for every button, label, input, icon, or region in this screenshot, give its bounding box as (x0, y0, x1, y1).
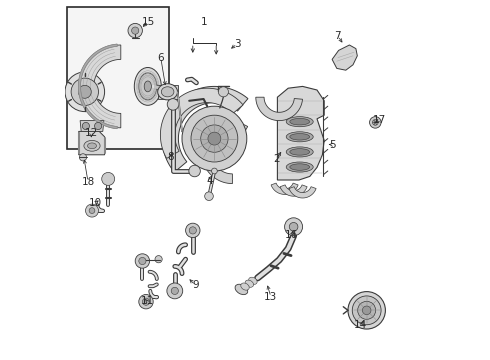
Polygon shape (80, 121, 104, 131)
Circle shape (89, 208, 95, 213)
Text: 12: 12 (85, 128, 98, 138)
Ellipse shape (88, 143, 97, 149)
Circle shape (155, 256, 162, 263)
Circle shape (167, 99, 179, 110)
Polygon shape (78, 44, 117, 129)
Text: 16: 16 (285, 230, 298, 240)
Circle shape (285, 218, 303, 236)
Ellipse shape (286, 132, 313, 142)
Circle shape (352, 296, 381, 325)
Circle shape (201, 125, 228, 152)
Text: 18: 18 (81, 177, 95, 187)
Text: 11: 11 (141, 296, 154, 306)
Ellipse shape (245, 280, 253, 287)
Ellipse shape (158, 84, 177, 100)
Circle shape (208, 132, 221, 145)
Polygon shape (332, 45, 357, 70)
Polygon shape (289, 187, 316, 198)
Polygon shape (277, 86, 324, 180)
Ellipse shape (134, 68, 161, 105)
Text: 9: 9 (192, 280, 198, 290)
Polygon shape (78, 44, 117, 129)
Polygon shape (271, 183, 298, 194)
Text: 4: 4 (207, 176, 213, 186)
Circle shape (102, 172, 115, 185)
Circle shape (369, 117, 381, 128)
Ellipse shape (241, 283, 249, 290)
Circle shape (143, 298, 149, 305)
Ellipse shape (286, 117, 313, 127)
Polygon shape (160, 88, 243, 158)
Circle shape (171, 287, 178, 294)
Circle shape (86, 204, 98, 217)
Text: 7: 7 (335, 31, 341, 41)
Text: 1: 1 (201, 17, 208, 27)
Polygon shape (162, 86, 248, 172)
Ellipse shape (286, 147, 313, 157)
Circle shape (139, 294, 153, 309)
Ellipse shape (235, 284, 248, 294)
Circle shape (205, 192, 213, 201)
Ellipse shape (144, 81, 151, 92)
Text: 13: 13 (264, 292, 277, 302)
Circle shape (167, 283, 183, 299)
Polygon shape (256, 97, 302, 121)
Ellipse shape (290, 164, 310, 170)
Circle shape (358, 301, 376, 319)
Polygon shape (280, 185, 307, 196)
Ellipse shape (290, 118, 310, 125)
Circle shape (132, 27, 139, 34)
Circle shape (289, 222, 298, 231)
Circle shape (128, 23, 143, 38)
Ellipse shape (139, 73, 157, 100)
Circle shape (139, 257, 146, 265)
Ellipse shape (161, 87, 174, 97)
Circle shape (82, 122, 90, 130)
Bar (67, 7, 170, 149)
Ellipse shape (84, 140, 100, 151)
Ellipse shape (286, 162, 313, 172)
Text: 10: 10 (88, 198, 101, 208)
Text: 5: 5 (329, 140, 336, 150)
Circle shape (219, 87, 228, 97)
Text: 17: 17 (373, 115, 386, 125)
Text: 15: 15 (142, 17, 155, 27)
Text: 6: 6 (157, 53, 164, 63)
Text: 3: 3 (234, 39, 241, 49)
Polygon shape (79, 131, 104, 155)
Circle shape (189, 227, 196, 234)
Circle shape (78, 85, 91, 98)
Circle shape (363, 306, 371, 315)
Circle shape (348, 292, 386, 329)
Ellipse shape (290, 149, 310, 155)
Polygon shape (157, 85, 178, 99)
Polygon shape (79, 45, 121, 128)
Circle shape (71, 78, 98, 105)
Text: 14: 14 (354, 320, 368, 330)
Circle shape (191, 115, 238, 162)
Circle shape (186, 223, 200, 238)
Circle shape (65, 72, 104, 112)
Circle shape (372, 120, 378, 125)
Polygon shape (202, 122, 248, 184)
Ellipse shape (249, 277, 257, 284)
Circle shape (212, 168, 217, 174)
Text: 2: 2 (273, 154, 280, 164)
Circle shape (135, 254, 149, 268)
Circle shape (189, 165, 200, 177)
Circle shape (79, 154, 87, 161)
Ellipse shape (290, 134, 310, 140)
Text: 8: 8 (167, 152, 173, 162)
Circle shape (182, 106, 247, 171)
Circle shape (95, 122, 102, 130)
